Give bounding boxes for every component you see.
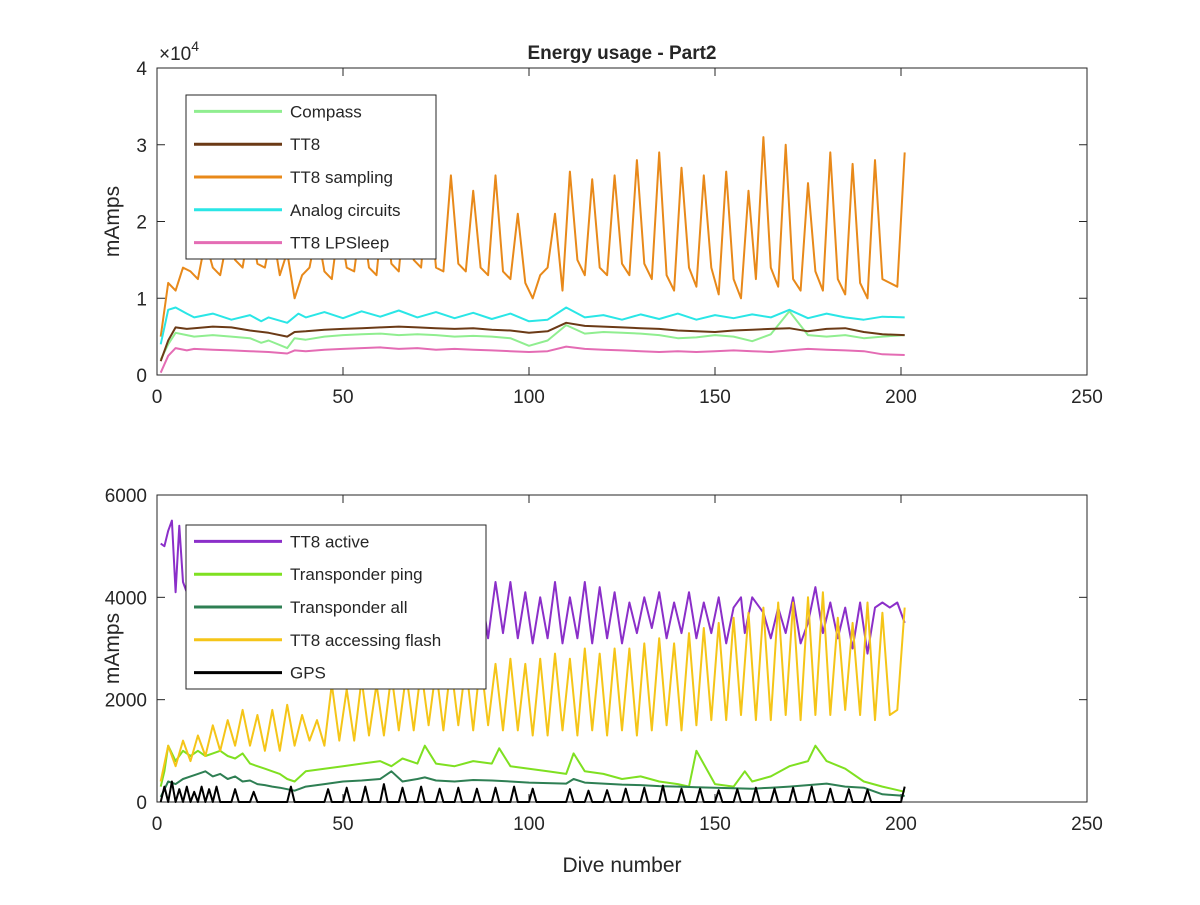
series-line-tt8 [159,321,905,362]
x-tick-label: 150 [699,387,731,408]
y-exponent-label: ×104 [159,38,199,65]
x-tick-label: 0 [152,814,163,835]
y-tick-label: 3 [136,136,147,157]
x-tick-label: 0 [152,387,163,408]
legend-label: Transponder all [290,598,408,617]
legend-label: GPS [290,664,326,683]
legend-label: TT8 accessing flash [290,631,441,650]
x-tick-label: 150 [699,814,731,835]
series-line-tt8-sampling [159,136,906,337]
x-tick-label: 50 [332,387,353,408]
y-tick-label: 4 [136,59,147,80]
x-tick-label: 100 [513,814,545,835]
legend-label: TT8 LPSleep [290,234,389,253]
legend: Compass TT8 TT8 sampling Analog circuits TT8… [185,94,437,260]
series-line-transponder-all [159,770,905,798]
chart-title: Energy usage - Part2 [527,43,716,64]
legend-label: Transponder ping [290,565,423,584]
x-tick-label: 50 [332,814,353,835]
y-tick-label: 2000 [105,691,147,712]
series-line-gps [159,780,906,803]
series-line-tt8-accessing-flash [159,591,906,782]
y-axis-label: mAmps [101,186,124,257]
legend-label: TT8 sampling [290,168,393,187]
legend-label: Analog circuits [290,201,401,220]
x-tick-label: 200 [885,814,917,835]
legend-label: Compass [290,102,362,121]
series-line-analog-circuits [159,306,905,345]
y-tick-label: 2 [136,213,147,234]
y-exponent-power: 4 [191,38,199,54]
legend-label: TT8 [290,135,320,154]
legend: TT8 active Transponder ping Transponder al… [185,524,487,690]
y-tick-label: 6000 [105,486,147,507]
series-line-tt8-lpsleep [159,345,905,374]
bottom-panel: 0 50 100 150 200 250 0 2000 4000 6000 mAmps Dive nu… [101,486,1103,877]
y-axis-label: mAmps [101,613,124,684]
y-tick-label: 4000 [105,588,147,609]
series-group [159,136,906,374]
x-tick-label: 200 [885,387,917,408]
y-tick-label: 0 [136,793,147,814]
y-tick-label: 1 [136,289,147,310]
x-tick-label: 250 [1071,387,1103,408]
y-tick-label: 0 [136,366,147,387]
x-tick-label: 100 [513,387,545,408]
series-line-transponder-ping [159,744,905,793]
y-exponent-base: ×10 [159,44,191,65]
x-tick-label: 250 [1071,814,1103,835]
legend-label: TT8 active [290,532,369,551]
x-axis-label: Dive number [562,854,681,877]
series-line-compass [159,310,905,361]
